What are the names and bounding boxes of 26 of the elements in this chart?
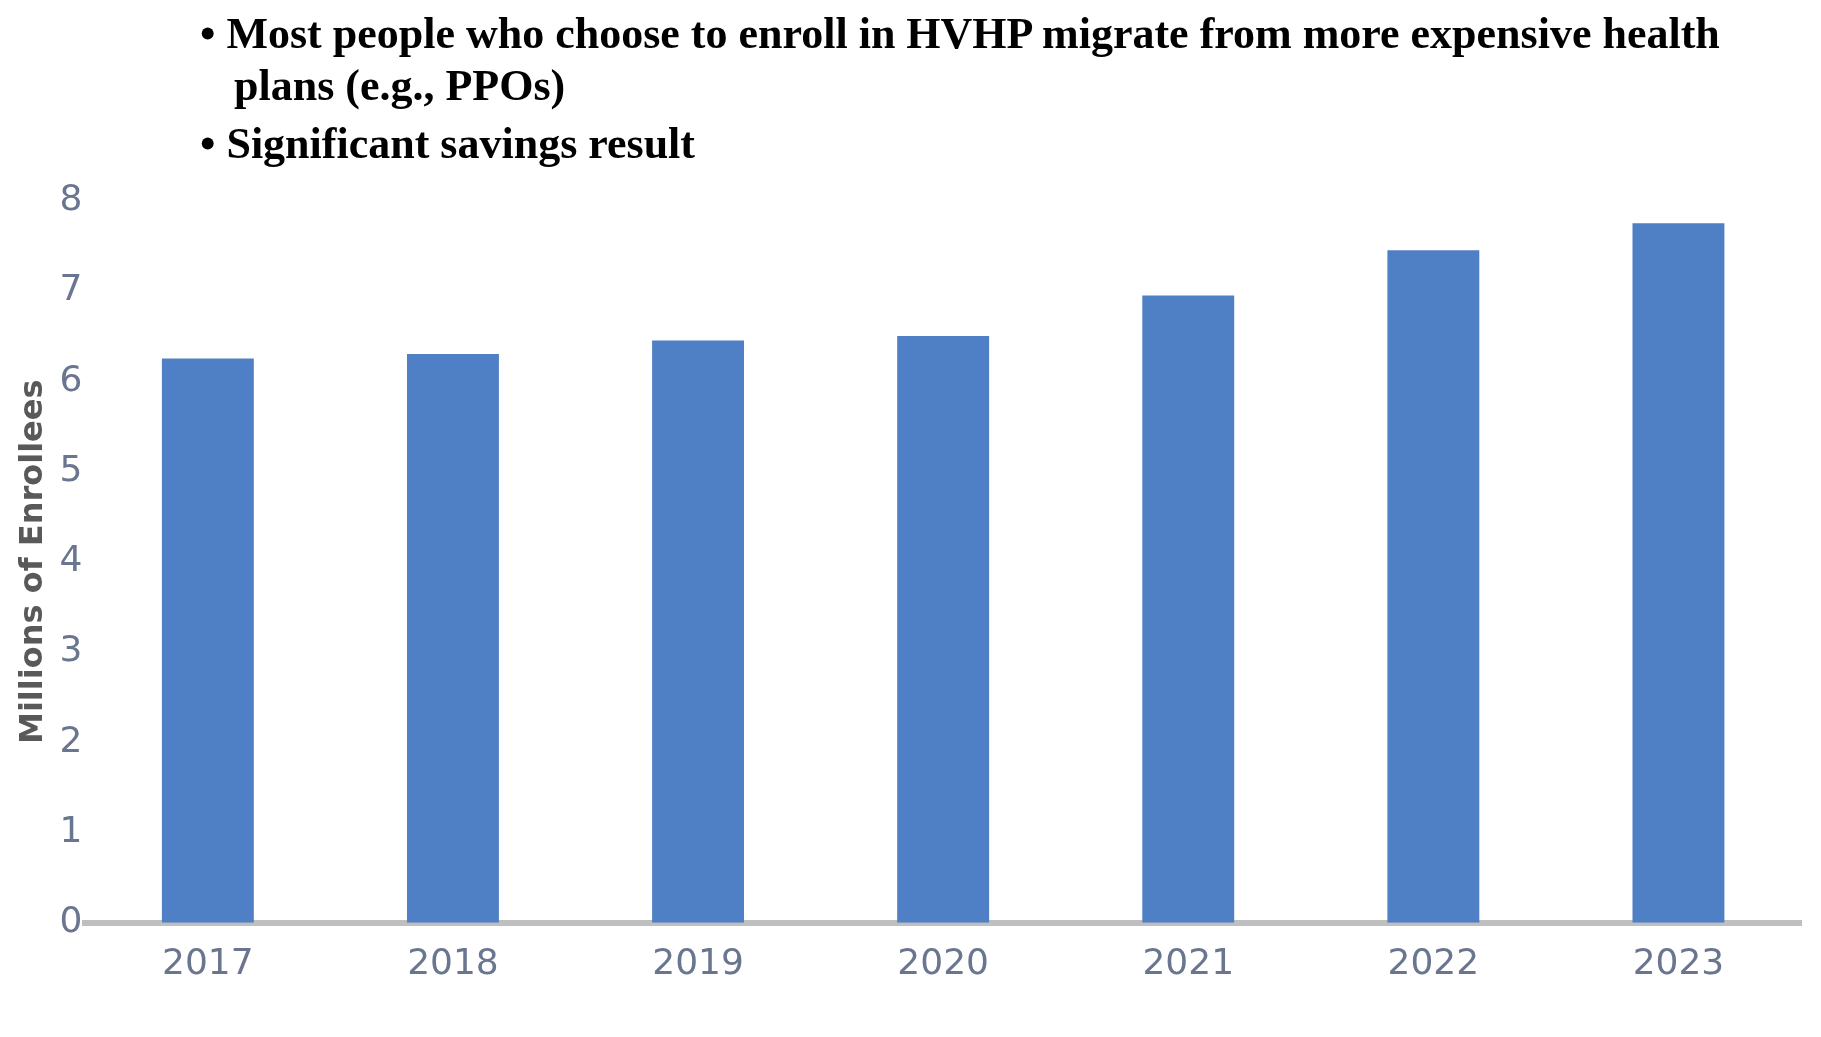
x-tick-label: 2021 — [1142, 940, 1235, 982]
bar — [1632, 223, 1725, 923]
y-tick-label: 7 — [59, 267, 83, 309]
bar — [407, 354, 499, 923]
bar — [897, 336, 990, 923]
y-tick-label: 0 — [59, 899, 83, 941]
bar — [652, 340, 745, 923]
y-tick-label: 1 — [59, 808, 83, 850]
bar — [1387, 250, 1480, 923]
y-tick-label: 8 — [59, 176, 83, 218]
y-tick-label: 2 — [59, 718, 83, 760]
text: • Most people who choose to enroll in HVHP migrate from more expensive health plans (e.g., PPOs) — [200, 8, 1721, 112]
x-tick-label: 2023 — [1632, 940, 1725, 982]
x-tick-label: 2020 — [897, 940, 989, 982]
y-axis-title: Millions of Enrollees — [11, 379, 50, 744]
bar — [1142, 295, 1235, 923]
x-tick-label: 2017 — [162, 940, 254, 982]
y-tick-label: 3 — [59, 628, 83, 670]
x-tick-label: 2018 — [407, 940, 499, 982]
bar — [161, 358, 254, 923]
x-tick-label: 2019 — [652, 940, 744, 982]
y-tick-label: 4 — [59, 538, 83, 580]
y-tick-label: 5 — [59, 447, 83, 489]
x-tick-label: 2022 — [1387, 940, 1480, 982]
text: • Significant savings result — [200, 118, 696, 170]
y-tick-label: 6 — [59, 357, 83, 399]
